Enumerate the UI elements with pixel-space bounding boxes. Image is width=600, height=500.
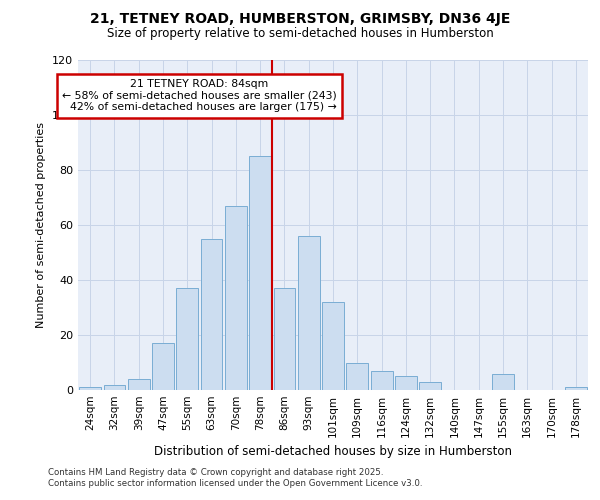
Bar	[298, 236, 320, 390]
Text: Contains HM Land Registry data © Crown copyright and database right 2025.
Contai: Contains HM Land Registry data © Crown c…	[48, 468, 422, 487]
Y-axis label: Number of semi-detached properties: Number of semi-detached properties	[37, 122, 46, 328]
Bar	[346, 362, 368, 390]
Bar	[565, 387, 587, 390]
Bar	[322, 302, 344, 390]
Bar	[274, 288, 295, 390]
Bar	[200, 239, 223, 390]
Bar	[152, 343, 174, 390]
X-axis label: Distribution of semi-detached houses by size in Humberston: Distribution of semi-detached houses by …	[154, 446, 512, 458]
Bar	[249, 156, 271, 390]
Bar	[492, 374, 514, 390]
Bar	[104, 384, 125, 390]
Text: 21 TETNEY ROAD: 84sqm
← 58% of semi-detached houses are smaller (243)
  42% of s: 21 TETNEY ROAD: 84sqm ← 58% of semi-deta…	[62, 79, 337, 112]
Text: 21, TETNEY ROAD, HUMBERSTON, GRIMSBY, DN36 4JE: 21, TETNEY ROAD, HUMBERSTON, GRIMSBY, DN…	[90, 12, 510, 26]
Text: Size of property relative to semi-detached houses in Humberston: Size of property relative to semi-detach…	[107, 28, 493, 40]
Bar	[128, 379, 149, 390]
Bar	[371, 371, 392, 390]
Bar	[176, 288, 198, 390]
Bar	[225, 206, 247, 390]
Bar	[419, 382, 441, 390]
Bar	[79, 387, 101, 390]
Bar	[395, 376, 417, 390]
